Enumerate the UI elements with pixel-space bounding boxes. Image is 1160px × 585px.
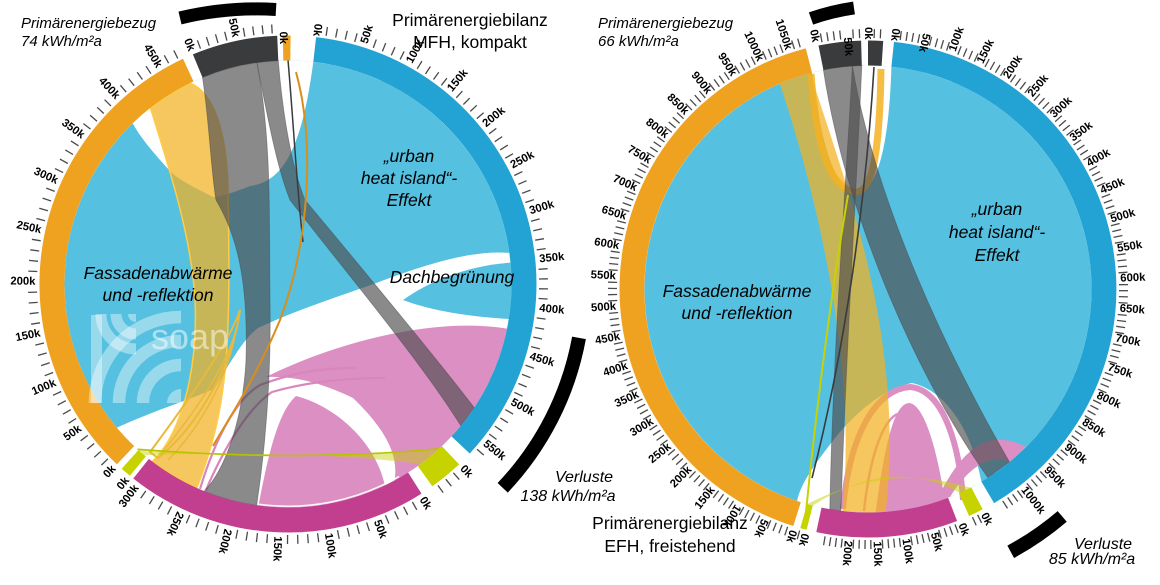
svg-text:„urban: „urban xyxy=(971,199,1023,219)
svg-text:66 kWh/m²a: 66 kWh/m²a xyxy=(598,33,679,50)
svg-text:und -reflektion: und -reflektion xyxy=(103,285,214,305)
svg-text:heat island“-: heat island“- xyxy=(949,222,1045,242)
svg-text:Dachbegrünung: Dachbegrünung xyxy=(390,267,515,287)
svg-text:Fassadenabwärme: Fassadenabwärme xyxy=(84,263,233,283)
svg-text:Primärenergiebezug: Primärenergiebezug xyxy=(21,15,157,32)
svg-text:und -reflektion: und -reflektion xyxy=(682,303,793,323)
svg-text:Effekt: Effekt xyxy=(387,190,433,210)
svg-text:Fassadenabwärme: Fassadenabwärme xyxy=(663,281,812,301)
svg-text:soap: soap xyxy=(151,316,229,357)
svg-text:EFH, freistehend: EFH, freistehend xyxy=(604,536,735,556)
svg-text:150k: 150k xyxy=(270,536,283,562)
svg-text:85 kWh/m²a: 85 kWh/m²a xyxy=(1049,551,1135,568)
svg-text:138 kWh/m²a: 138 kWh/m²a xyxy=(520,488,615,505)
svg-text:Primärenergiebilanz: Primärenergiebilanz xyxy=(592,513,748,533)
svg-text:Verluste: Verluste xyxy=(555,469,613,486)
svg-text:Primärenergiebilanz: Primärenergiebilanz xyxy=(392,10,548,30)
svg-text:400k: 400k xyxy=(539,302,566,316)
svg-text:600k: 600k xyxy=(1120,272,1146,285)
svg-text:350k: 350k xyxy=(539,251,566,265)
svg-text:„urban: „urban xyxy=(383,146,435,166)
svg-text:150k: 150k xyxy=(871,541,884,567)
svg-text:550k: 550k xyxy=(590,269,616,282)
svg-text:50k: 50k xyxy=(841,37,855,58)
svg-text:0k: 0k xyxy=(277,31,289,45)
svg-text:heat island“-: heat island“- xyxy=(361,168,457,188)
svg-text:MFH, kompakt: MFH, kompakt xyxy=(413,32,527,52)
svg-text:Primärenergiebezug: Primärenergiebezug xyxy=(598,15,734,32)
svg-text:500k: 500k xyxy=(591,301,618,315)
svg-text:74 kWh/m²a: 74 kWh/m²a xyxy=(21,33,102,50)
svg-text:0k: 0k xyxy=(888,28,901,42)
svg-text:Effekt: Effekt xyxy=(975,245,1021,265)
svg-text:0k: 0k xyxy=(862,27,874,40)
svg-text:0k: 0k xyxy=(310,23,323,38)
svg-text:200k: 200k xyxy=(10,276,36,288)
